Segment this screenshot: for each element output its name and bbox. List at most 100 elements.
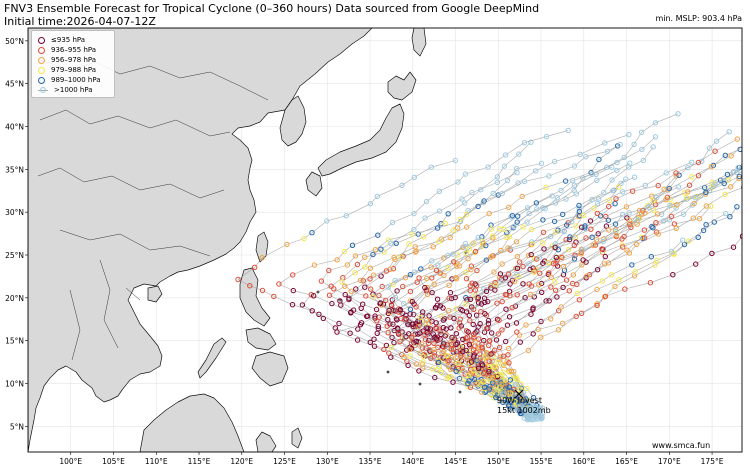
track-point <box>514 253 521 260</box>
track-point <box>506 234 513 240</box>
track-point <box>410 321 416 327</box>
track-point <box>372 247 379 253</box>
track-point <box>558 304 564 310</box>
track-point <box>389 219 396 226</box>
track-point <box>448 325 454 331</box>
track-point <box>342 291 348 298</box>
track-point <box>517 386 524 392</box>
track-point <box>606 203 612 210</box>
track-point <box>469 189 475 196</box>
legend-swatch <box>38 46 45 54</box>
track-point <box>481 384 488 391</box>
track-point <box>730 244 737 250</box>
track-point <box>336 320 342 327</box>
chart-title: FNV3 Ensemble Forecast for Tropical Cycl… <box>4 2 539 28</box>
lat-tick-label: 35°N <box>5 165 24 174</box>
track-point <box>652 120 659 126</box>
track-point <box>560 263 567 270</box>
track-point <box>571 187 577 194</box>
track-point <box>463 347 469 354</box>
track-point <box>475 295 481 301</box>
track-point <box>505 245 511 251</box>
track-point <box>514 329 520 335</box>
track-point <box>424 291 431 297</box>
track-point <box>367 265 374 271</box>
track-point <box>488 351 494 357</box>
track-point <box>375 232 381 238</box>
track-point <box>489 330 495 336</box>
track-point <box>517 408 523 414</box>
track-point <box>606 227 612 233</box>
track-point <box>433 267 440 273</box>
track-line <box>237 160 543 417</box>
track-point <box>397 338 403 345</box>
track-point <box>363 293 369 299</box>
track-point <box>530 331 536 337</box>
track-point <box>608 272 615 278</box>
track-point <box>385 317 391 323</box>
lat-tick-label: 5°N <box>10 422 24 431</box>
track-point <box>563 277 570 283</box>
track-point <box>354 261 361 268</box>
track-point <box>685 189 691 195</box>
track-point <box>440 355 446 361</box>
track-point <box>271 293 277 300</box>
track-point <box>577 151 583 158</box>
track-point <box>420 234 427 240</box>
track-point <box>681 241 688 248</box>
track-point <box>663 197 669 203</box>
track-point <box>639 146 645 153</box>
track-point <box>496 226 503 232</box>
track-point <box>454 353 460 360</box>
track-point <box>334 257 340 263</box>
track-point <box>591 205 597 211</box>
track-point <box>564 222 570 228</box>
track-line <box>471 239 683 418</box>
track-line <box>372 195 553 410</box>
track-point <box>594 267 601 273</box>
track-point <box>440 324 446 331</box>
track-point <box>703 203 709 209</box>
track-point <box>411 269 418 275</box>
track-point <box>444 375 451 381</box>
track-point <box>472 281 478 287</box>
track-point <box>612 283 618 290</box>
track-point <box>386 350 392 356</box>
track-point <box>413 361 420 367</box>
track-point <box>477 321 483 327</box>
track-point <box>494 179 501 186</box>
track-point <box>393 240 399 247</box>
track-point <box>422 284 428 291</box>
track-point <box>543 133 550 140</box>
track-point <box>463 276 470 282</box>
track-point <box>489 253 495 259</box>
lon-tick-label: 170°E <box>658 457 681 466</box>
track-point <box>429 289 435 296</box>
track-point <box>468 263 475 269</box>
track-point <box>413 338 420 344</box>
track-point <box>459 196 465 202</box>
track-point <box>616 277 622 283</box>
track-point <box>441 344 447 350</box>
track-point <box>671 221 678 227</box>
track-point <box>411 226 417 233</box>
plot-frame <box>27 27 743 453</box>
track-point <box>533 200 540 206</box>
track-point <box>604 164 610 171</box>
track-point <box>631 174 638 180</box>
track-point <box>339 279 345 285</box>
track-point <box>457 347 464 354</box>
track-point <box>502 291 509 298</box>
track-point <box>375 323 381 329</box>
track-point <box>412 244 418 250</box>
track-point <box>495 359 501 366</box>
track-point <box>602 253 608 260</box>
mindanao <box>251 351 289 387</box>
legend-item: 936–955 hPa <box>38 45 96 55</box>
track-point <box>434 225 441 231</box>
track-point <box>540 229 547 236</box>
track-point <box>588 226 594 232</box>
track-point <box>442 333 448 339</box>
track-point <box>418 341 425 347</box>
track-point <box>540 240 546 246</box>
